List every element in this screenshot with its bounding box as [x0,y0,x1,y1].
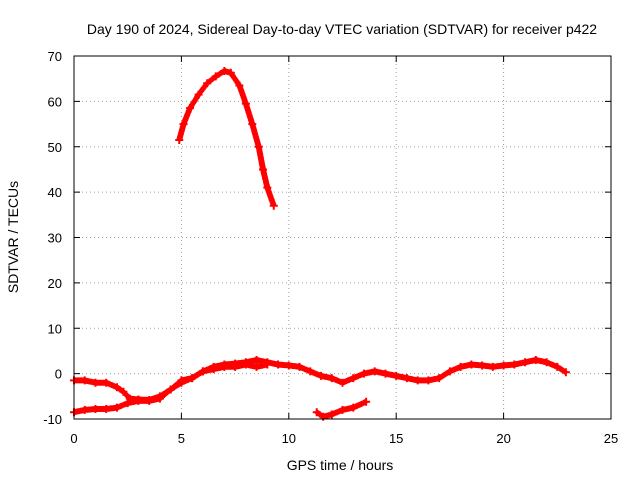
data-point [123,399,132,408]
data-point [284,361,293,370]
data-point [134,396,143,405]
y-tick-label: 60 [48,94,62,109]
series-layer [70,66,570,421]
data-point [179,120,188,129]
x-tick-label: 5 [178,431,185,446]
data-point [91,378,100,387]
data-point [467,360,476,369]
tick-layer: 0 5 10 15 20 25 -10 0 10 20 30 40 50 60 70 [43,49,618,446]
data-point [561,368,570,377]
y-tick-label: 0 [55,367,62,382]
data-point [269,201,278,210]
y-tick-label: -10 [43,412,62,427]
data-point [226,68,235,77]
series-arc-lower-mid [312,397,371,421]
data-point [295,362,304,371]
data-point [531,356,540,365]
data-point [112,383,121,392]
data-point [102,405,111,414]
data-point [542,358,551,367]
data-point [254,142,263,151]
data-point [102,378,111,387]
data-point [119,387,128,396]
series-arc-upper-band [70,356,570,404]
x-tick-label: 20 [496,431,510,446]
data-point [248,120,257,129]
data-point [155,394,164,403]
data-point [252,356,261,365]
data-point [553,362,562,371]
y-tick-label: 50 [48,140,62,155]
data-point [263,360,272,369]
data-point [220,66,229,75]
data-point [91,405,100,414]
data-point [327,374,336,383]
x-tick-label: 25 [604,431,618,446]
data-point [80,405,89,414]
data-point [194,90,203,99]
x-axis-label: GPS time / hours [287,457,394,473]
data-point [177,378,186,387]
data-point [359,369,368,378]
data-point [80,376,89,385]
data-point [220,362,229,371]
data-point [188,374,197,383]
data-point [456,362,465,371]
series-arc-lower-left [70,360,272,417]
data-point [203,79,212,88]
data-point [317,371,326,380]
y-tick-label: 70 [48,49,62,64]
data-point [349,374,358,383]
series-arc-peak [175,66,278,210]
data-point [402,374,411,383]
data-point [241,99,250,108]
grid-layer [74,56,611,419]
data-point [112,403,121,412]
data-point [338,405,347,414]
data-point [488,362,497,371]
x-tick-label: 10 [282,431,296,446]
data-point [521,358,530,367]
y-axis-label: SDTVAR / TECUs [5,181,21,293]
data-point [274,360,283,369]
data-point [166,385,175,394]
data-point [259,165,268,174]
series-trace [176,68,277,208]
data-point [145,396,154,405]
data-point [413,376,422,385]
chart-title: Day 190 of 2024, Sidereal Day-to-day VTE… [87,21,597,37]
data-point [263,183,272,192]
x-tick-label: 0 [70,431,77,446]
data-point [252,362,261,371]
data-point [510,360,519,369]
data-point [478,361,487,370]
data-point [241,360,250,369]
data-point [392,371,401,380]
data-point [327,410,336,419]
data-point [445,367,454,376]
x-tick-label: 15 [389,431,403,446]
data-point [349,403,358,412]
data-point [435,374,444,383]
y-tick-label: 20 [48,276,62,291]
y-tick-label: 30 [48,231,62,246]
data-point [312,408,321,417]
data-point [175,135,184,144]
data-point [306,367,315,376]
data-point [362,397,371,406]
y-tick-label: 10 [48,321,62,336]
y-tick-label: 40 [48,185,62,200]
data-point [185,104,194,113]
data-point [499,361,508,370]
data-point [211,72,220,81]
data-point [209,365,218,374]
data-point [370,367,379,376]
data-point [381,369,390,378]
data-point [231,362,240,371]
data-point [235,81,244,90]
data-point [338,378,347,387]
data-point [198,367,207,376]
data-point [424,376,433,385]
